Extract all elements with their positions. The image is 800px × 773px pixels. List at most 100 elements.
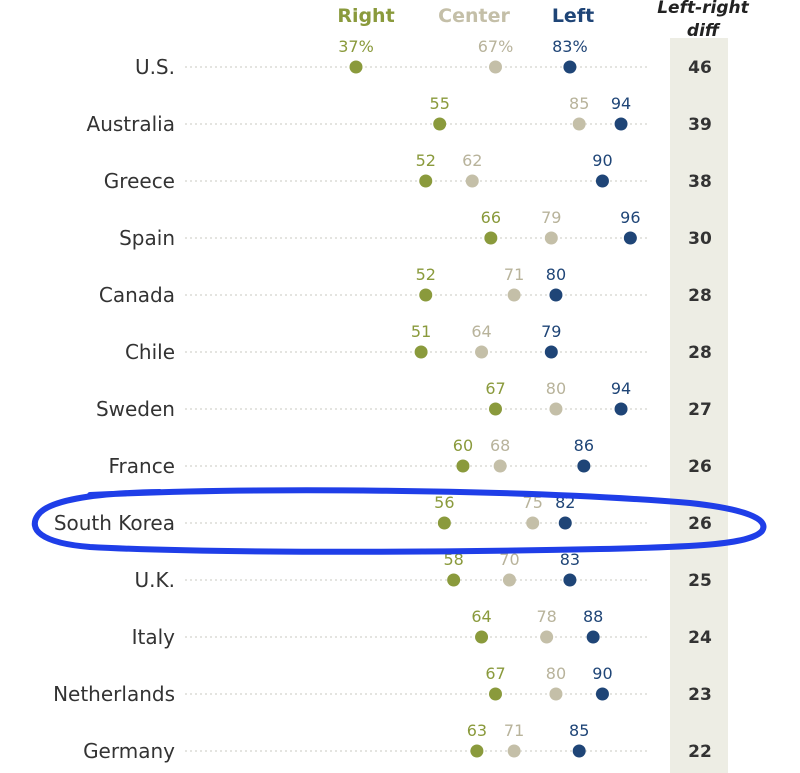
dot-center-italy: [540, 630, 554, 644]
country-label-sweden: Sweden: [96, 397, 175, 421]
country-label-canada: Canada: [99, 283, 175, 307]
value-label-right-south-korea: 56: [434, 493, 454, 512]
value-label-left-chile: 79: [541, 322, 561, 341]
dot-right-u-s-: [349, 60, 363, 74]
dot-center-netherlands: [549, 687, 563, 701]
value-label-left-u-s-: 83%: [552, 37, 588, 56]
value-label-left-spain: 96: [620, 208, 640, 227]
diff-value-netherlands: 23: [688, 685, 712, 705]
value-label-center-italy: 78: [536, 607, 556, 626]
legend-left: Left: [552, 5, 594, 27]
value-label-left-australia: 94: [611, 94, 631, 113]
dot-left-u-s-: [563, 60, 577, 74]
country-label-australia: Australia: [87, 112, 175, 136]
value-label-right-germany: 63: [467, 721, 487, 740]
dot-center-spain: [544, 231, 558, 245]
value-label-right-italy: 64: [471, 607, 491, 626]
dot-left-france: [577, 459, 591, 473]
dot-center-australia: [572, 117, 586, 131]
diff-value-australia: 39: [688, 115, 712, 135]
diff-value-sweden: 27: [688, 400, 712, 420]
value-label-right-france: 60: [453, 436, 473, 455]
value-label-center-australia: 85: [569, 94, 589, 113]
dot-right-italy: [475, 630, 489, 644]
dot-right-south-korea: [437, 516, 451, 530]
diff-value-italy: 24: [688, 628, 712, 648]
diff-column-background: [670, 38, 728, 773]
value-label-right-australia: 55: [430, 94, 450, 113]
dot-right-u-k-: [447, 573, 461, 587]
dot-left-sweden: [614, 402, 628, 416]
value-label-right-sweden: 67: [485, 379, 505, 398]
country-label-germany: Germany: [83, 739, 175, 763]
dot-left-australia: [614, 117, 628, 131]
dot-center-greece: [465, 174, 479, 188]
diff-value-u-k-: 25: [688, 571, 712, 591]
value-label-right-canada: 52: [416, 265, 436, 284]
dot-left-netherlands: [595, 687, 609, 701]
value-label-center-sweden: 80: [546, 379, 566, 398]
value-label-left-sweden: 94: [611, 379, 631, 398]
diff-value-canada: 28: [688, 286, 712, 306]
value-label-center-netherlands: 80: [546, 664, 566, 683]
country-label-greece: Greece: [104, 169, 175, 193]
dot-center-u-s-: [489, 60, 502, 74]
dot-right-netherlands: [489, 687, 502, 701]
diff-value-greece: 38: [688, 172, 712, 192]
dot-right-sweden: [489, 402, 502, 416]
dot-right-france: [456, 459, 470, 473]
dot-right-chile: [414, 345, 428, 359]
value-label-right-u-k-: 58: [443, 550, 463, 569]
diff-value-spain: 30: [688, 229, 712, 249]
dot-left-spain: [623, 231, 637, 245]
value-label-left-france: 86: [574, 436, 594, 455]
country-label-u-s-: U.S.: [135, 55, 175, 79]
legend-center: Center: [438, 5, 510, 27]
dot-left-canada: [549, 288, 563, 302]
country-label-netherlands: Netherlands: [53, 682, 175, 706]
dot-right-germany: [470, 744, 484, 758]
value-label-right-spain: 66: [481, 208, 501, 227]
country-label-u-k-: U.K.: [135, 568, 175, 592]
dot-left-italy: [586, 630, 600, 644]
value-label-center-france: 68: [490, 436, 510, 455]
country-label-spain: Spain: [119, 226, 175, 250]
dot-center-chile: [475, 345, 489, 359]
dot-center-france: [493, 459, 507, 473]
value-label-left-greece: 90: [592, 151, 612, 170]
diff-value-chile: 28: [688, 343, 712, 363]
value-label-center-canada: 71: [504, 265, 524, 284]
value-label-left-netherlands: 90: [592, 664, 612, 683]
value-label-center-u-k-: 70: [499, 550, 519, 569]
value-label-center-u-s-: 67%: [478, 37, 514, 56]
dot-right-canada: [419, 288, 433, 302]
value-label-left-germany: 85: [569, 721, 589, 740]
value-label-right-greece: 52: [416, 151, 436, 170]
diff-value-france: 26: [688, 457, 712, 477]
value-label-right-u-s-: 37%: [338, 37, 374, 56]
dot-left-chile: [544, 345, 558, 359]
legend-right: Right: [337, 5, 394, 27]
diff-value-u-s-: 46: [688, 58, 712, 78]
diff-value-south-korea: 26: [688, 514, 712, 534]
dot-center-germany: [507, 744, 521, 758]
country-label-chile: Chile: [125, 340, 175, 364]
country-label-france: France: [108, 454, 175, 478]
value-label-right-netherlands: 67: [485, 664, 505, 683]
value-label-left-canada: 80: [546, 265, 566, 284]
highlight-circle-annotation: [31, 487, 767, 555]
dot-left-germany: [572, 744, 586, 758]
value-label-left-u-k-: 83: [560, 550, 580, 569]
diff-header-line-1: Left-right: [657, 0, 749, 18]
dot-right-spain: [484, 231, 498, 245]
dot-center-sweden: [549, 402, 563, 416]
country-label-italy: Italy: [132, 625, 176, 649]
value-label-center-greece: 62: [462, 151, 482, 170]
dot-left-south-korea: [558, 516, 572, 530]
dot-center-u-k-: [502, 573, 516, 587]
dot-left-u-k-: [563, 573, 577, 587]
diff-value-germany: 22: [688, 742, 712, 762]
dot-center-canada: [507, 288, 521, 302]
